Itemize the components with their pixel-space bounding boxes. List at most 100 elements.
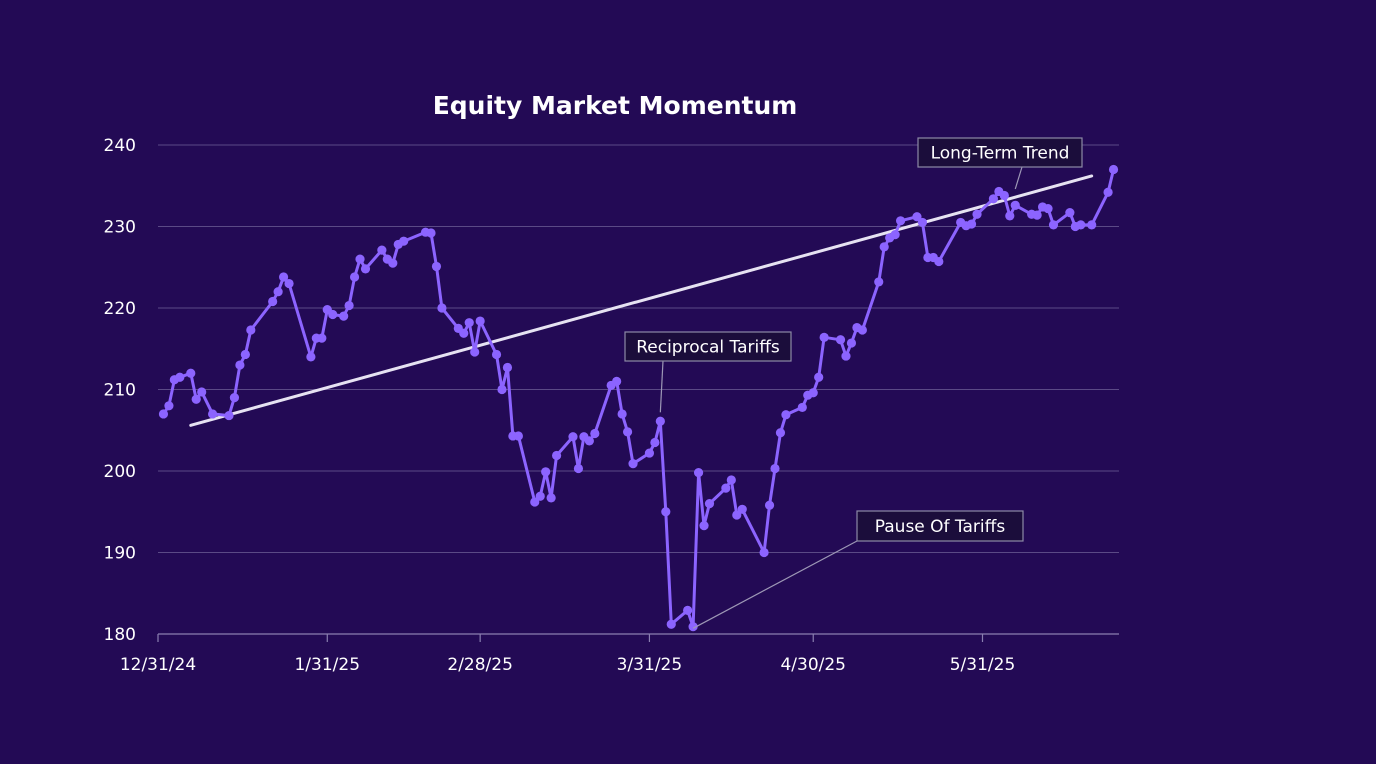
annotation-leader bbox=[659, 360, 664, 413]
data-point bbox=[966, 219, 977, 229]
data-point bbox=[306, 352, 316, 362]
data-point bbox=[502, 362, 513, 373]
data-point bbox=[1108, 164, 1119, 175]
data-point bbox=[273, 287, 283, 297]
data-point bbox=[814, 372, 824, 382]
data-point bbox=[644, 448, 655, 458]
data-point bbox=[912, 212, 922, 222]
data-point bbox=[726, 475, 736, 485]
data-point bbox=[164, 401, 174, 411]
data-point bbox=[360, 264, 371, 274]
data-point bbox=[972, 209, 982, 219]
x-tick-label: 1/31/25 bbox=[294, 655, 360, 675]
data-point bbox=[934, 256, 944, 267]
data-point bbox=[688, 622, 698, 632]
data-point bbox=[650, 437, 660, 448]
data-point bbox=[317, 333, 327, 343]
annotation-box bbox=[856, 510, 1024, 542]
data-point bbox=[770, 463, 780, 474]
data-point bbox=[1048, 220, 1059, 230]
data-point bbox=[229, 393, 240, 403]
data-point bbox=[819, 332, 829, 342]
data-point bbox=[655, 416, 665, 426]
data-point bbox=[535, 491, 545, 501]
data-point bbox=[622, 427, 633, 437]
data-point bbox=[551, 450, 562, 461]
data-point bbox=[388, 258, 398, 268]
data-point bbox=[590, 428, 600, 439]
data-point bbox=[1076, 220, 1086, 230]
data-point bbox=[475, 316, 485, 326]
data-point bbox=[497, 384, 507, 395]
data-point bbox=[568, 432, 578, 442]
data-point bbox=[158, 409, 169, 419]
data-point bbox=[1103, 187, 1113, 197]
data-point bbox=[781, 410, 791, 420]
data-point bbox=[617, 409, 627, 419]
data-point bbox=[666, 619, 676, 629]
x-tick-label: 3/31/25 bbox=[617, 655, 683, 675]
data-point bbox=[1043, 203, 1053, 214]
data-point bbox=[197, 387, 207, 397]
data-point bbox=[224, 410, 234, 421]
data-point bbox=[759, 547, 769, 558]
annotation-leader bbox=[1014, 166, 1023, 190]
data-point bbox=[328, 309, 338, 320]
data-point bbox=[841, 351, 851, 361]
annotation-label: Pause Of Tariffs bbox=[875, 517, 1006, 537]
data-point bbox=[491, 349, 502, 360]
y-tick-label: 240 bbox=[104, 136, 136, 156]
data-point bbox=[399, 236, 409, 246]
x-tick-label: 5/31/25 bbox=[950, 655, 1016, 675]
data-point bbox=[775, 428, 786, 438]
annotation-leader bbox=[692, 540, 858, 629]
data-point bbox=[377, 245, 387, 255]
data-point bbox=[426, 228, 436, 238]
data-point bbox=[246, 325, 256, 335]
data-point bbox=[191, 394, 201, 404]
annotation-label: Reciprocal Tariffs bbox=[636, 338, 780, 358]
chart-title: Equity Market Momentum bbox=[433, 91, 798, 120]
data-point bbox=[235, 360, 245, 370]
x-tick-label: 2/28/25 bbox=[447, 655, 513, 675]
data-point bbox=[437, 303, 447, 313]
data-point bbox=[339, 311, 349, 321]
data-point bbox=[349, 272, 360, 282]
data-point bbox=[683, 605, 693, 615]
data-point bbox=[546, 493, 556, 503]
data-point bbox=[208, 409, 218, 419]
data-point bbox=[186, 368, 196, 378]
data-point bbox=[268, 296, 278, 307]
data-point bbox=[857, 325, 867, 335]
data-point bbox=[431, 261, 442, 272]
data-point bbox=[1087, 220, 1097, 230]
data-point bbox=[284, 278, 294, 289]
data-point bbox=[464, 318, 474, 328]
y-tick-label: 220 bbox=[104, 299, 136, 319]
data-point bbox=[584, 436, 594, 446]
data-point bbox=[513, 431, 523, 441]
data-point bbox=[530, 497, 540, 507]
annotation-box bbox=[917, 137, 1083, 168]
data-point bbox=[917, 217, 928, 228]
annotation-label: Long-Term Trend bbox=[931, 144, 1070, 164]
y-tick-label: 210 bbox=[104, 381, 136, 401]
y-tick-label: 230 bbox=[104, 218, 136, 238]
data-point bbox=[1010, 200, 1020, 210]
x-tick-label: 4/30/25 bbox=[780, 655, 846, 675]
data-point bbox=[846, 338, 857, 348]
data-point bbox=[693, 468, 704, 478]
data-point bbox=[879, 242, 889, 252]
data-point bbox=[278, 272, 289, 282]
data-point bbox=[661, 507, 671, 517]
data-point bbox=[459, 328, 469, 338]
y-tick-label: 190 bbox=[104, 544, 136, 564]
y-tick-label: 180 bbox=[104, 625, 136, 645]
data-point bbox=[612, 376, 622, 386]
data-point bbox=[175, 372, 185, 382]
data-point bbox=[835, 335, 846, 345]
data-point bbox=[699, 521, 709, 531]
y-tick-label: 200 bbox=[104, 462, 136, 482]
